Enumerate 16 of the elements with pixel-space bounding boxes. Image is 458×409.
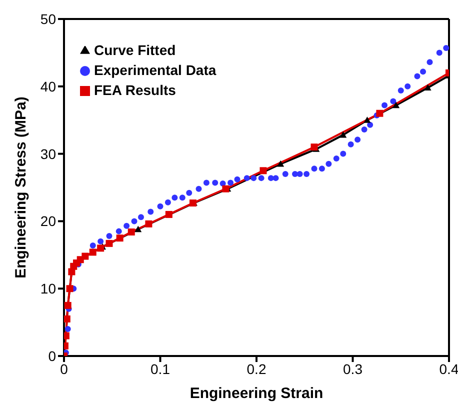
legend-label: Experimental Data xyxy=(94,62,216,78)
y-axis-title: Engineering Stress (MPa) xyxy=(12,96,30,278)
y-tick-label: 40 xyxy=(40,78,56,94)
legend-label: Curve Fitted xyxy=(94,42,176,58)
y-tick-label: 30 xyxy=(40,146,56,162)
y-tick-label: 50 xyxy=(40,10,56,27)
x-tick-label: 0 xyxy=(60,360,68,377)
x-tick-label: 0.2 xyxy=(246,360,266,377)
legend-label: FEA Results xyxy=(94,82,176,98)
x-tick-label: 0.3 xyxy=(343,360,363,377)
y-tick-label: 10 xyxy=(40,280,56,297)
y-tick-label: 20 xyxy=(40,213,56,230)
x-axis-title: Engineering Strain xyxy=(190,385,324,402)
x-tick-label: 0.1 xyxy=(150,360,170,377)
y-tick-label: 0 xyxy=(48,348,56,364)
x-tick-label: 0.4 xyxy=(439,360,458,377)
